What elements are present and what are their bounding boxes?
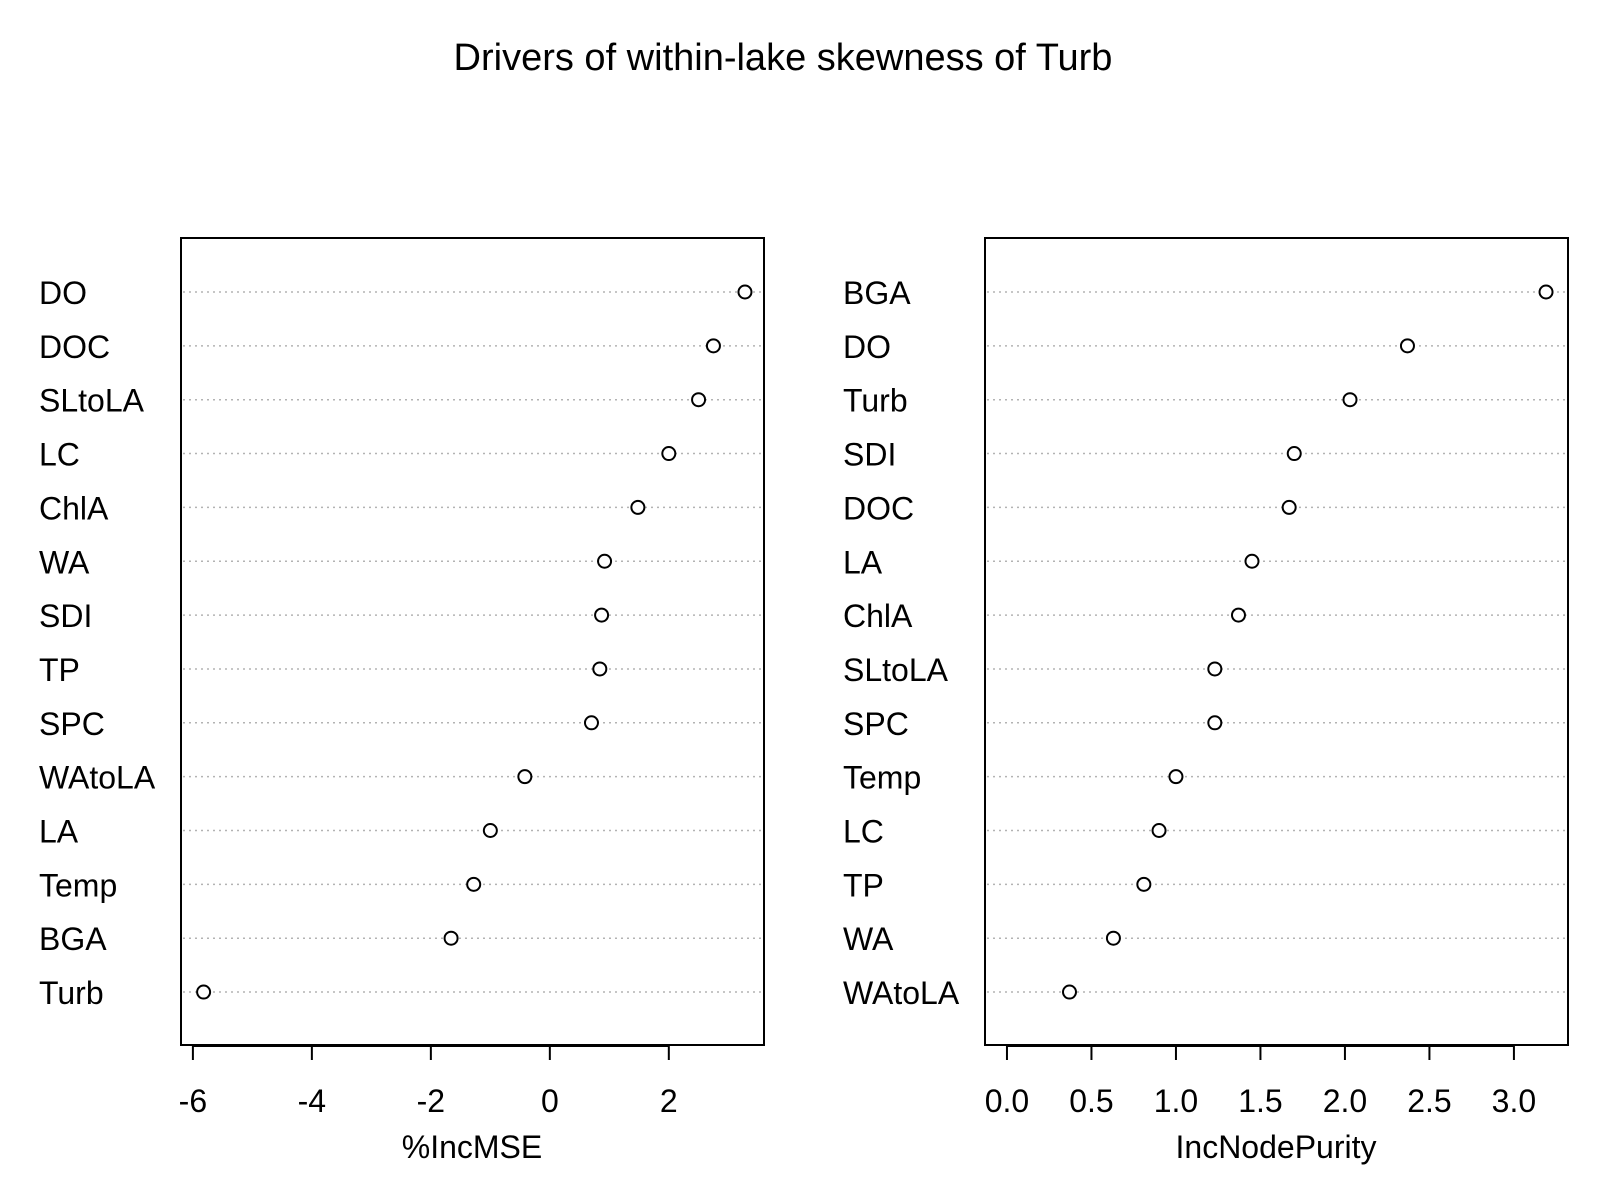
category-label: Turb xyxy=(39,975,104,1011)
category-label: DO xyxy=(39,275,87,311)
chart-title: Drivers of within-lake skewness of Turb xyxy=(454,37,1113,79)
data-point xyxy=(630,499,646,515)
category-label: ChlA xyxy=(843,598,913,634)
x-tick-label: -6 xyxy=(179,1083,207,1119)
data-point xyxy=(1281,499,1297,515)
category-label: WAtoLA xyxy=(843,975,960,1011)
category-label: BGA xyxy=(39,921,107,957)
data-point xyxy=(482,823,498,838)
category-label: LA xyxy=(843,544,883,580)
data-point xyxy=(1399,338,1415,354)
data-point xyxy=(1061,984,1077,1000)
data-point xyxy=(196,984,212,1000)
category-label: Temp xyxy=(843,760,921,796)
data-point xyxy=(1342,392,1358,408)
category-label: DOC xyxy=(39,329,110,365)
category-label: SLtoLA xyxy=(39,383,145,419)
x-tick-label: 2 xyxy=(660,1083,678,1119)
category-label: ChlA xyxy=(39,490,109,526)
category-label: SPC xyxy=(843,706,909,742)
data-point xyxy=(1151,823,1167,838)
plot-frame xyxy=(180,237,765,1046)
category-label: DOC xyxy=(843,490,914,526)
x-tick-label: 1.5 xyxy=(1238,1083,1282,1119)
plot-frame xyxy=(984,237,1569,1046)
category-label: SPC xyxy=(39,706,105,742)
data-point xyxy=(1244,553,1260,569)
x-tick-label: 0 xyxy=(541,1083,559,1119)
category-label: SDI xyxy=(843,437,896,473)
panel-1: DO DOC SLtoLA LC ChlA WA SDI TP SPC WAtoLA LA Temp B… xyxy=(39,237,765,1165)
data-point xyxy=(517,769,533,785)
x-tick-label: 3.0 xyxy=(1492,1083,1536,1119)
data-point xyxy=(737,284,753,300)
x-tick-label: 0.5 xyxy=(1069,1083,1113,1119)
data-point xyxy=(1230,607,1246,623)
category-label: BGA xyxy=(843,275,911,311)
category-label: WA xyxy=(843,921,894,957)
x-axis-label: %IncMSE xyxy=(402,1129,542,1165)
data-point xyxy=(1286,446,1302,462)
data-point xyxy=(466,876,482,892)
category-label: Temp xyxy=(39,867,117,903)
data-point xyxy=(594,607,610,623)
data-point xyxy=(1207,661,1223,677)
data-point xyxy=(583,715,599,731)
x-tick-label: -2 xyxy=(417,1083,445,1119)
category-label: Turb xyxy=(843,383,908,419)
x-tick-label: 2.0 xyxy=(1323,1083,1367,1119)
category-label: LA xyxy=(39,814,79,850)
category-label: TP xyxy=(843,867,884,903)
x-tick-label: 1.0 xyxy=(1154,1083,1198,1119)
category-label: SLtoLA xyxy=(843,652,949,688)
category-label: WA xyxy=(39,544,90,580)
data-point xyxy=(691,392,707,408)
data-point xyxy=(592,661,608,677)
category-label: LC xyxy=(843,814,884,850)
data-point xyxy=(661,446,677,462)
data-point xyxy=(597,553,613,569)
data-point xyxy=(443,930,459,946)
category-label: SDI xyxy=(39,598,92,634)
data-point xyxy=(705,338,721,354)
category-label: WAtoLA xyxy=(39,760,156,796)
chart-panels: DODOCSLtoLALCChlAWASDITPSPCWAtoLALATempB… xyxy=(39,237,1569,1165)
category-label: DO xyxy=(843,329,891,365)
x-axis-label: IncNodePurity xyxy=(1176,1129,1377,1165)
data-point xyxy=(1538,284,1554,300)
data-point xyxy=(1207,715,1223,731)
data-point xyxy=(1136,876,1152,892)
data-point xyxy=(1105,930,1121,946)
category-label: LC xyxy=(39,437,80,473)
x-tick-label: -4 xyxy=(298,1083,326,1119)
x-tick-label: 0.0 xyxy=(985,1083,1029,1119)
x-tick-label: 2.5 xyxy=(1407,1083,1451,1119)
panel-2: BGA DO Turb SDI DOC LA ChlA SLtoLA SPC Temp LC TP WA… xyxy=(843,237,1569,1165)
category-label: TP xyxy=(39,652,80,688)
data-point xyxy=(1168,769,1184,785)
